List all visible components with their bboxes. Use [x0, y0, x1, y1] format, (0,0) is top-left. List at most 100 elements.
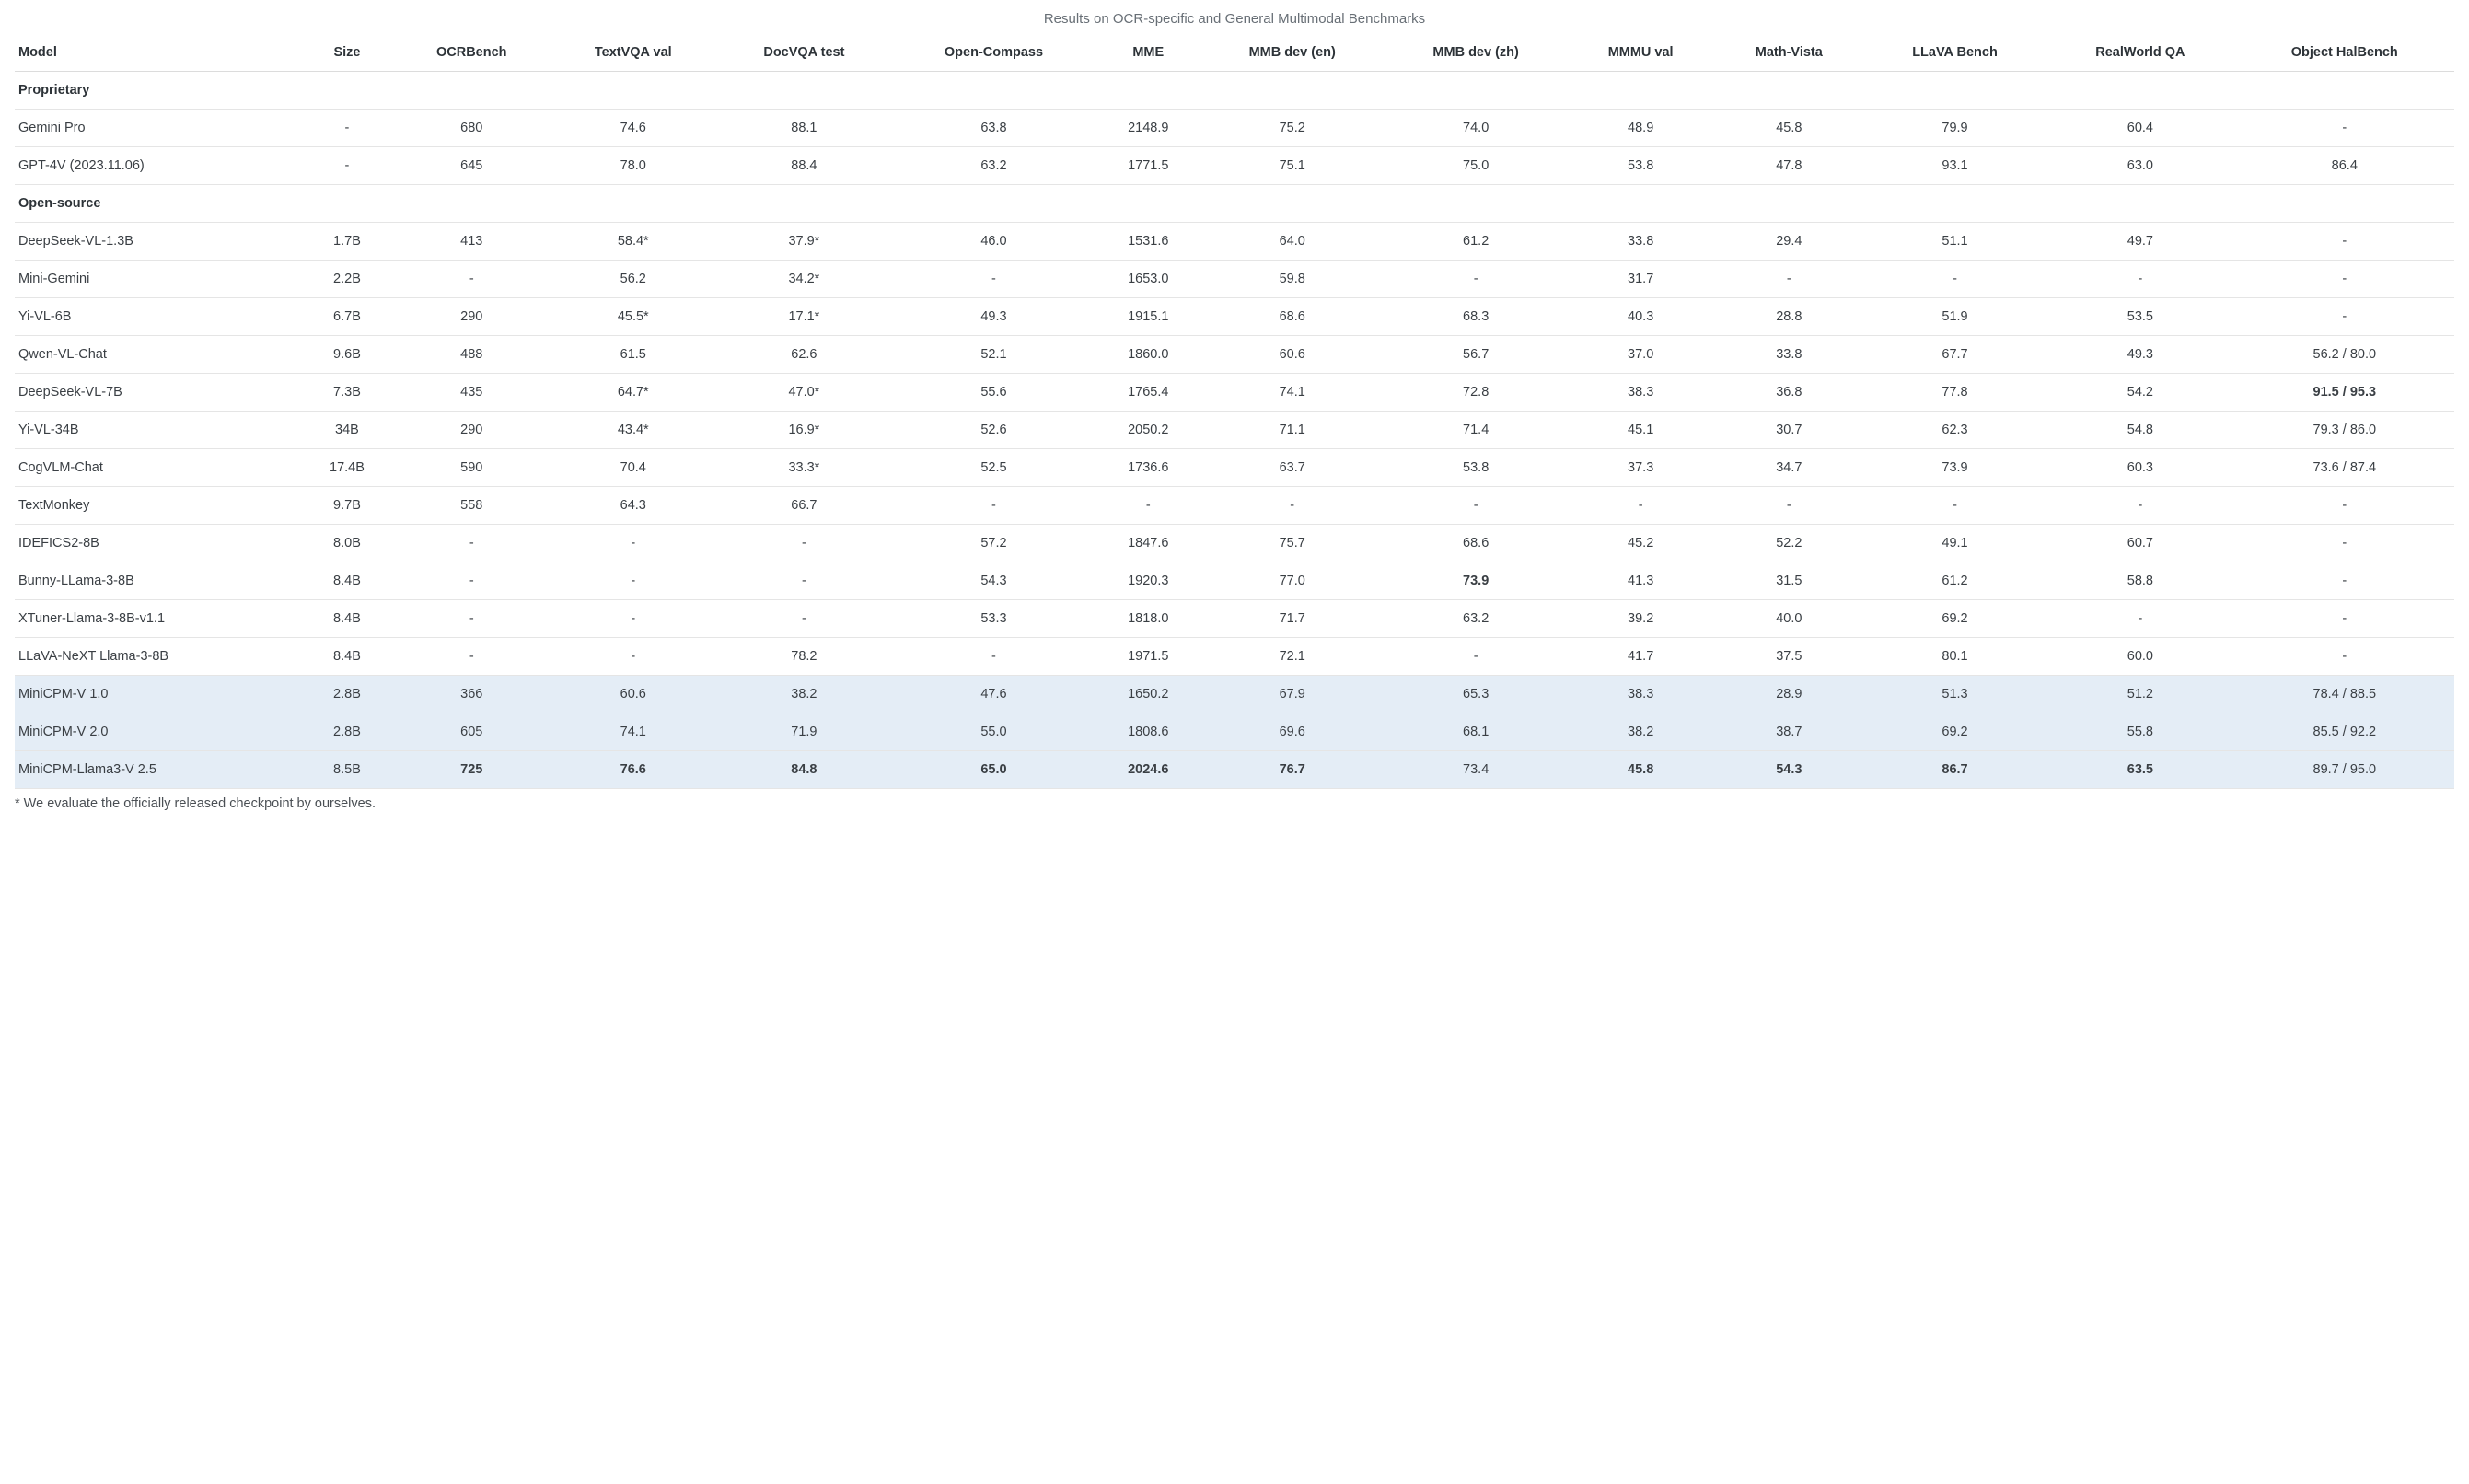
- value-cell: -: [1385, 638, 1568, 676]
- value-cell: -: [2235, 525, 2454, 562]
- model-name-cell: CogVLM-Chat: [15, 449, 300, 487]
- value-cell: 86.7: [1864, 751, 2046, 789]
- table-row: Yi-VL-34B34B29043.4*16.9*52.62050.271.17…: [15, 412, 2454, 449]
- table-header-row: ModelSizeOCRBenchTextVQA valDocVQA testO…: [15, 34, 2454, 72]
- value-cell: -: [1714, 487, 1864, 525]
- table-row: MiniCPM-V 1.02.8B36660.638.247.61650.267…: [15, 676, 2454, 713]
- model-name-cell: DeepSeek-VL-1.3B: [15, 223, 300, 261]
- value-cell: -: [891, 261, 1096, 298]
- value-cell: 53.5: [2046, 298, 2234, 336]
- value-cell: 45.8: [1568, 751, 1714, 789]
- model-name-cell: IDEFICS2-8B: [15, 525, 300, 562]
- value-cell: 1650.2: [1096, 676, 1200, 713]
- value-cell: 290: [394, 412, 550, 449]
- value-cell: 55.8: [2046, 713, 2234, 751]
- column-header: MME: [1096, 34, 1200, 72]
- value-cell: 74.1: [1200, 374, 1385, 412]
- column-header: Model: [15, 34, 300, 72]
- value-cell: 34.7: [1714, 449, 1864, 487]
- value-cell: 49.7: [2046, 223, 2234, 261]
- value-cell: 79.9: [1864, 110, 2046, 147]
- value-cell: 56.2: [550, 261, 717, 298]
- table-row: DeepSeek-VL-1.3B1.7B41358.4*37.9*46.0153…: [15, 223, 2454, 261]
- value-cell: 56.2 / 80.0: [2235, 336, 2454, 374]
- value-cell: 40.0: [1714, 600, 1864, 638]
- table-row: CogVLM-Chat17.4B59070.433.3*52.51736.663…: [15, 449, 2454, 487]
- value-cell: 51.2: [2046, 676, 2234, 713]
- value-cell: 75.2: [1200, 110, 1385, 147]
- value-cell: 89.7 / 95.0: [2235, 751, 2454, 789]
- value-cell: 62.3: [1864, 412, 2046, 449]
- value-cell: 725: [394, 751, 550, 789]
- value-cell: -: [717, 600, 891, 638]
- value-cell: 78.0: [550, 147, 717, 185]
- value-cell: 38.7: [1714, 713, 1864, 751]
- value-cell: -: [2046, 487, 2234, 525]
- column-header: MMB dev (en): [1200, 34, 1385, 72]
- value-cell: 78.2: [717, 638, 891, 676]
- value-cell: 33.8: [1568, 223, 1714, 261]
- benchmark-table: ModelSizeOCRBenchTextVQA valDocVQA testO…: [15, 34, 2454, 789]
- value-cell: 645: [394, 147, 550, 185]
- value-cell: -: [394, 525, 550, 562]
- value-cell: 68.6: [1385, 525, 1568, 562]
- value-cell: -: [1385, 261, 1568, 298]
- value-cell: -: [1568, 487, 1714, 525]
- value-cell: 67.9: [1200, 676, 1385, 713]
- value-cell: 75.1: [1200, 147, 1385, 185]
- value-cell: 63.5: [2046, 751, 2234, 789]
- value-cell: 435: [394, 374, 550, 412]
- model-name-cell: Bunny-LLama-3-8B: [15, 562, 300, 600]
- value-cell: -: [2235, 600, 2454, 638]
- value-cell: -: [2046, 261, 2234, 298]
- table-row: Bunny-LLama-3-8B8.4B---54.31920.377.073.…: [15, 562, 2454, 600]
- value-cell: 45.1: [1568, 412, 1714, 449]
- model-name-cell: Qwen-VL-Chat: [15, 336, 300, 374]
- value-cell: 58.8: [2046, 562, 2234, 600]
- value-cell: 45.5*: [550, 298, 717, 336]
- table-row: TextMonkey9.7B55864.366.7---------: [15, 487, 2454, 525]
- value-cell: 66.7: [717, 487, 891, 525]
- table-caption: Results on OCR-specific and General Mult…: [15, 11, 2454, 27]
- value-cell: -: [550, 562, 717, 600]
- value-cell: -: [550, 638, 717, 676]
- section-row: Proprietary: [15, 72, 2454, 110]
- value-cell: 40.3: [1568, 298, 1714, 336]
- value-cell: 54.3: [891, 562, 1096, 600]
- value-cell: 29.4: [1714, 223, 1864, 261]
- value-cell: 1847.6: [1096, 525, 1200, 562]
- value-cell: 45.2: [1568, 525, 1714, 562]
- value-cell: 52.6: [891, 412, 1096, 449]
- value-cell: 51.3: [1864, 676, 2046, 713]
- value-cell: 52.5: [891, 449, 1096, 487]
- table-row: XTuner-Llama-3-8B-v1.18.4B---53.31818.07…: [15, 600, 2454, 638]
- value-cell: 38.2: [1568, 713, 1714, 751]
- model-name-cell: LLaVA-NeXT Llama-3-8B: [15, 638, 300, 676]
- value-cell: -: [2235, 223, 2454, 261]
- value-cell: 49.3: [891, 298, 1096, 336]
- value-cell: 34.2*: [717, 261, 891, 298]
- value-cell: -: [2235, 562, 2454, 600]
- value-cell: 74.1: [550, 713, 717, 751]
- model-name-cell: Yi-VL-34B: [15, 412, 300, 449]
- value-cell: 53.8: [1568, 147, 1714, 185]
- value-cell: 73.6 / 87.4: [2235, 449, 2454, 487]
- value-cell: -: [550, 600, 717, 638]
- value-cell: 88.4: [717, 147, 891, 185]
- value-cell: 68.1: [1385, 713, 1568, 751]
- table-row: IDEFICS2-8B8.0B---57.21847.675.768.645.2…: [15, 525, 2454, 562]
- value-cell: 65.3: [1385, 676, 1568, 713]
- value-cell: 47.8: [1714, 147, 1864, 185]
- value-cell: -: [394, 261, 550, 298]
- column-header: MMMU val: [1568, 34, 1714, 72]
- value-cell: 46.0: [891, 223, 1096, 261]
- value-cell: 17.4B: [300, 449, 393, 487]
- value-cell: 71.1: [1200, 412, 1385, 449]
- column-header: Math-Vista: [1714, 34, 1864, 72]
- value-cell: 37.9*: [717, 223, 891, 261]
- value-cell: 49.1: [1864, 525, 2046, 562]
- value-cell: 52.2: [1714, 525, 1864, 562]
- value-cell: 1860.0: [1096, 336, 1200, 374]
- value-cell: -: [1096, 487, 1200, 525]
- value-cell: 71.4: [1385, 412, 1568, 449]
